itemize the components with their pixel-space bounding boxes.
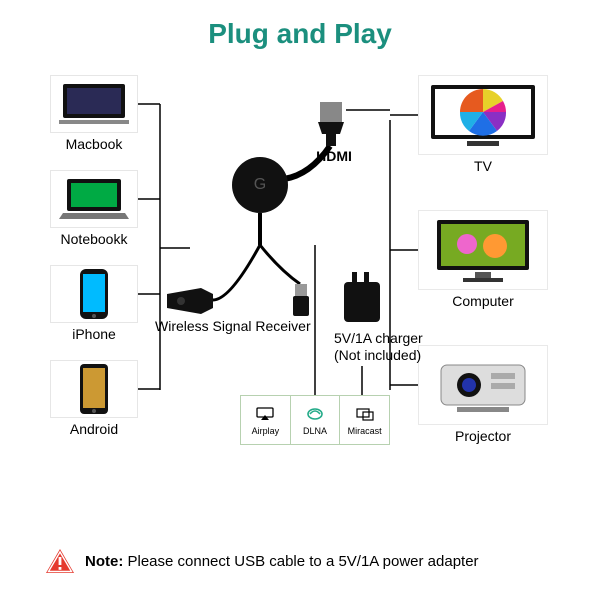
- warning-icon: [45, 548, 75, 574]
- source-macbook: [50, 75, 138, 133]
- display-label: Computer: [418, 293, 548, 309]
- dlna-icon: [306, 405, 324, 423]
- source-iphone: [50, 265, 138, 323]
- dongle-icon: G: [232, 157, 288, 213]
- note-text: Note: Please connect USB cable to a 5V/1…: [85, 553, 479, 570]
- source-label: Macbook: [50, 136, 138, 152]
- airplay-icon: [256, 405, 274, 423]
- miracast-icon: [356, 405, 374, 423]
- display-tv: [418, 75, 548, 155]
- note-body: Please connect USB cable to a 5V/1A powe…: [123, 553, 478, 570]
- protocol-label: Airplay: [252, 426, 280, 436]
- receiver-icon: [165, 288, 215, 319]
- source-label: Android: [50, 421, 138, 437]
- source-label: iPhone: [50, 326, 138, 342]
- note-row: Note: Please connect USB cable to a 5V/1…: [45, 548, 555, 574]
- hdmi-label: HDMI: [304, 148, 364, 164]
- protocol-label: DLNA: [303, 426, 327, 436]
- source-android: [50, 360, 138, 418]
- protocol-dlna: DLNA: [290, 396, 340, 444]
- display-computer: [418, 210, 548, 290]
- protocol-miracast: Miracast: [339, 396, 389, 444]
- charger-icon: [340, 272, 388, 333]
- protocol-box: Airplay DLNA Miracast: [240, 395, 390, 445]
- usb-icon: [292, 284, 310, 323]
- note-bold: Note:: [85, 553, 123, 570]
- hdmi-icon: [314, 102, 348, 153]
- source-label: Notebookk: [50, 231, 138, 247]
- protocol-label: Miracast: [348, 426, 382, 436]
- protocol-airplay: Airplay: [241, 396, 290, 444]
- source-notebookk: [50, 170, 138, 228]
- page-title: Plug and Play: [0, 0, 600, 50]
- display-label: TV: [418, 158, 548, 174]
- charger-label: 5V/1A charger(Not included): [334, 330, 444, 364]
- display-label: Projector: [418, 428, 548, 444]
